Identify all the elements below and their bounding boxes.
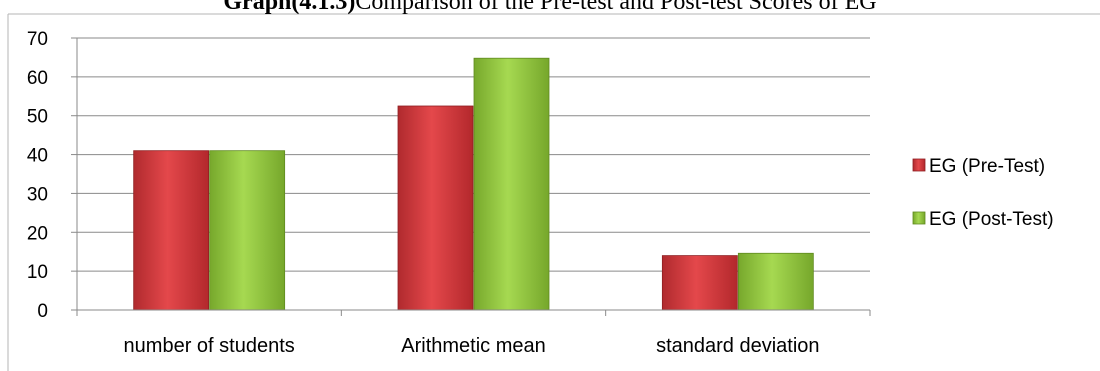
legend: EG (Pre-Test) EG (Post-Test) bbox=[912, 156, 1054, 230]
y-axis-tick-labels: 0 10 20 30 40 50 60 70 bbox=[27, 29, 48, 322]
y-tick-label: 60 bbox=[27, 68, 48, 89]
y-tick-label: 20 bbox=[27, 223, 48, 244]
x-category-label: Arithmetic mean bbox=[401, 335, 546, 357]
y-tick-label: 0 bbox=[37, 301, 48, 322]
chart-title-rest: Comparison of the Pre-test and Post-test… bbox=[355, 0, 876, 15]
bars bbox=[133, 57, 814, 311]
chart-title-bold: Graph(4.1.3) bbox=[223, 0, 355, 15]
bar-pre-test bbox=[133, 150, 210, 311]
y-tick-label: 40 bbox=[27, 146, 48, 167]
legend-swatch-pre-test bbox=[912, 158, 926, 172]
bar-pre-test bbox=[397, 105, 474, 311]
x-category-label: standard deviation bbox=[656, 335, 819, 357]
legend-swatch-post-test bbox=[912, 211, 926, 225]
legend-label-pre-test: EG (Pre-Test) bbox=[929, 156, 1045, 177]
gridlines bbox=[77, 37, 870, 272]
y-tick-label: 30 bbox=[27, 184, 48, 205]
y-tick-label: 10 bbox=[27, 262, 48, 283]
bar-post-test bbox=[737, 252, 814, 311]
bar-post-test bbox=[209, 150, 286, 311]
x-category-label: number of students bbox=[124, 335, 295, 357]
y-tick-label: 50 bbox=[27, 107, 48, 128]
axes bbox=[71, 37, 871, 316]
bar-pre-test bbox=[661, 255, 738, 311]
chart-title: Graph(4.1.3)Comparison of the Pre-test a… bbox=[223, 0, 876, 15]
legend-label-post-test: EG (Post-Test) bbox=[929, 209, 1054, 230]
bar-post-test bbox=[473, 57, 550, 311]
x-axis-category-labels: number of students Arithmetic mean standar… bbox=[124, 335, 820, 357]
y-tick-label: 70 bbox=[27, 29, 48, 50]
